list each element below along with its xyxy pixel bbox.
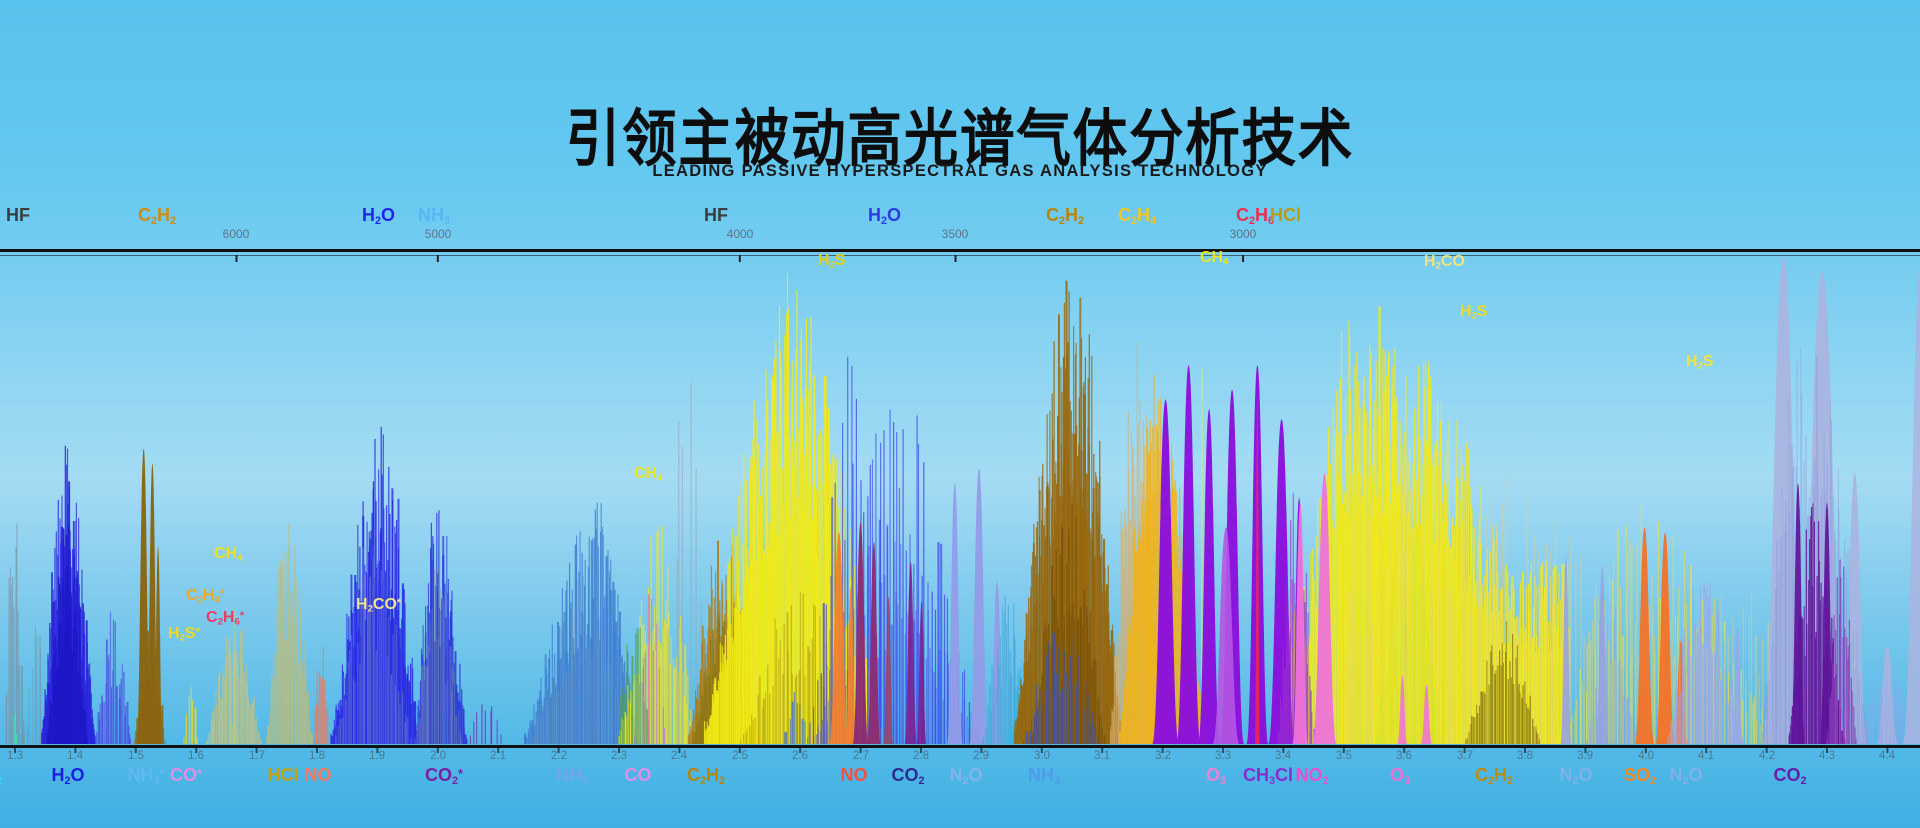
bottom-axis-tick-label: 2.9: [973, 750, 989, 762]
bottom-axis-molecule-label: NH3: [1027, 765, 1061, 788]
bottom-axis-tick-label: 1.3: [7, 750, 23, 762]
bottom-axis-tick-label: 4.3: [1819, 750, 1835, 762]
bottom-axis-tick-label: 2.1: [490, 750, 506, 762]
bottom-axis-molecule-label: CO: [624, 765, 652, 785]
plot-molecule-label: H2CO*: [356, 596, 402, 615]
bottom-axis-molecule-label: C2H2: [1474, 765, 1514, 788]
bottom-axis-tick-label: 1.4: [67, 750, 83, 762]
bottom-axis-tick-label: 3.0: [1034, 750, 1050, 762]
bottom-axis-tick-label: 4.2: [1759, 750, 1775, 762]
bottom-axis-molecule-label: HCl: [267, 765, 299, 785]
bottom-axis-tick-label: 1.8: [309, 750, 325, 762]
bottom-axis-tick-label: 3.1: [1094, 750, 1110, 762]
top-axis-molecule-label: C2H2: [138, 205, 177, 228]
bottom-axis-tick-label: 2.0: [430, 750, 446, 762]
bottom-axis-molecule-label: CO*: [170, 765, 202, 785]
bottom-axis-molecule-label: C2H2: [686, 765, 726, 788]
top-axis-molecule-label: C2H2: [1046, 205, 1085, 228]
bottom-axis-tick-label: 3.9: [1577, 750, 1593, 762]
bottom-axis-molecule-label: N2O: [1669, 765, 1703, 788]
plot-molecule-label: CH4: [1200, 249, 1229, 268]
bottom-axis-molecule-label: NO: [304, 765, 332, 785]
top-axis-tick-label: 5000: [424, 227, 452, 241]
top-axis-molecule-label: HF: [704, 205, 728, 225]
plot-molecule-label: CH4: [214, 545, 243, 564]
bottom-axis-tick-label: 2.7: [853, 750, 869, 762]
bottom-axis-molecule-label: NH3: [555, 765, 589, 788]
bottom-axis-tick-label: 2.8: [913, 750, 929, 762]
plot-molecule-label: C2H6*: [206, 609, 245, 628]
bottom-axis-molecule-label: NO2: [1295, 765, 1329, 788]
spectral-bands: [5, 256, 1920, 744]
bottom-axis-tick-label: 3.2: [1155, 750, 1171, 762]
top-axis-molecule-label: NH3: [418, 205, 451, 228]
bottom-axis-molecule-label: CO2*: [425, 765, 463, 788]
bottom-axis-tick-label: 2.5: [732, 750, 748, 762]
plot-molecule-label: H2CO: [1424, 253, 1465, 272]
bottom-axis-tick-label: 2.4: [671, 750, 687, 762]
bottom-axis-tick-label: 3.3: [1215, 750, 1231, 762]
bottom-axis-molecule-label: O2: [0, 766, 2, 787]
bottom-axis-tick-label: 3.8: [1517, 750, 1533, 762]
bottom-axis-tick-label: 3.4: [1275, 750, 1291, 762]
bottom-axis-tick-label: 4.4: [1879, 750, 1895, 762]
bottom-axis-tick-label: 3.5: [1336, 750, 1352, 762]
axes: [0, 249, 1920, 753]
plot-molecule-label: H2S*: [168, 625, 200, 644]
bottom-axis-molecule-label: N2O: [1559, 765, 1593, 788]
top-axis-tick-label: 6000: [222, 227, 250, 241]
plot-molecule-label: H2S: [818, 252, 846, 271]
plot-molecule-label: C2H4*: [186, 587, 225, 606]
bottom-axis-tick-label: 2.3: [611, 750, 627, 762]
bottom-axis-tick-label: 4.0: [1638, 750, 1654, 762]
bottom-axis-molecule-label: O3: [1205, 765, 1227, 788]
page-subtitle: LEADING PASSIVE HYPERSPECTRAL GAS ANALYS…: [652, 162, 1268, 180]
plot-molecule-label: H2S: [1460, 303, 1488, 322]
bottom-axis-tick-label: 4.1: [1698, 750, 1714, 762]
bottom-axis-tick-label: 1.5: [128, 750, 144, 762]
bottom-axis-tick-label: 1.9: [369, 750, 385, 762]
top-axis-molecule-label: C2H4: [1118, 205, 1157, 228]
top-axis-tick-label: 3500: [941, 227, 969, 241]
top-axis-tick-label: 4000: [726, 227, 754, 241]
bottom-axis-molecule-label: NH3*: [127, 765, 165, 788]
top-axis-molecule-label: HF: [6, 205, 30, 225]
bottom-axis-molecule-label: N2O: [949, 765, 983, 788]
top-axis-molecule-label: H2O: [362, 205, 396, 228]
bottom-axis-molecule-label: SO2: [1623, 765, 1657, 788]
top-axis-molecule-label: HCl: [1270, 205, 1301, 225]
bottom-axis-tick-label: 3.6: [1396, 750, 1412, 762]
bottom-axis-molecule-label: NO: [840, 765, 868, 785]
top-axis-tick-label: 3000: [1229, 227, 1257, 241]
bottom-axis-molecule-label: H2O: [51, 765, 85, 788]
bottom-axis-molecule-label: O3: [1389, 765, 1411, 788]
bottom-axis-tick-label: 1.7: [249, 750, 265, 762]
plot-molecule-label: H2S: [1686, 353, 1714, 372]
plot-molecule-label: CH4: [634, 465, 663, 484]
top-axis-molecule-label: C2H6: [1236, 205, 1275, 228]
bottom-axis-molecule-label: CO2: [1773, 765, 1807, 788]
top-axis-molecule-label: H2O: [868, 205, 902, 228]
bottom-axis-tick-label: 2.2: [551, 750, 567, 762]
page-title: 引领主被动高光谱气体分析技术: [565, 105, 1355, 174]
bottom-axis-tick-label: 1.6: [188, 750, 204, 762]
bottom-axis-tick-label: 3.7: [1457, 750, 1473, 762]
bottom-axis-tick-label: 2.6: [792, 750, 808, 762]
bottom-axis-molecule-label: CH3Cl: [1242, 765, 1294, 788]
bottom-axis-molecule-label: CO2: [891, 765, 925, 788]
